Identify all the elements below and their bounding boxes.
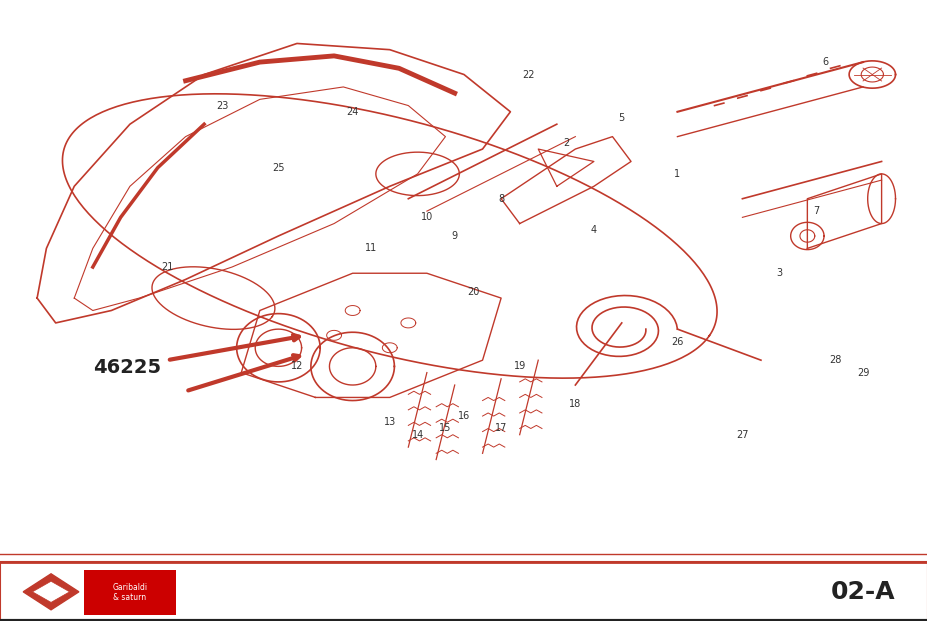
Text: Garibaldi
& saturn: Garibaldi & saturn [112, 582, 147, 602]
Polygon shape [32, 581, 70, 602]
Text: 25: 25 [272, 163, 285, 173]
Text: 15: 15 [438, 424, 451, 433]
Text: 16: 16 [457, 411, 470, 421]
Text: 46225: 46225 [93, 358, 160, 376]
Text: 22: 22 [522, 70, 535, 79]
Text: 2: 2 [563, 138, 568, 148]
Bar [83, 570, 176, 615]
Text: 18: 18 [568, 399, 581, 409]
Text: 20: 20 [466, 287, 479, 297]
Bar [0, 562, 927, 621]
Text: 8: 8 [498, 194, 503, 204]
Text: 10: 10 [420, 212, 433, 222]
Text: 02-A: 02-A [830, 580, 895, 604]
Text: 23: 23 [216, 101, 229, 111]
Text: 28: 28 [828, 355, 841, 365]
Text: 3: 3 [776, 268, 781, 278]
Text: 26: 26 [670, 337, 683, 347]
Text: 13: 13 [383, 417, 396, 427]
Text: 7: 7 [813, 206, 819, 216]
Text: 27: 27 [735, 430, 748, 440]
Text: 12: 12 [290, 361, 303, 371]
Text: 4: 4 [590, 225, 596, 235]
Polygon shape [23, 574, 79, 610]
Text: 5: 5 [618, 113, 624, 123]
Text: 19: 19 [513, 361, 526, 371]
Text: 21: 21 [160, 262, 173, 272]
Text: 17: 17 [494, 424, 507, 433]
Text: 14: 14 [411, 430, 424, 440]
Text: 9: 9 [451, 231, 457, 241]
Text: 29: 29 [856, 368, 869, 378]
Text: 1: 1 [674, 169, 679, 179]
Text: 11: 11 [364, 243, 377, 253]
Text: 24: 24 [346, 107, 359, 117]
Text: 6: 6 [822, 57, 828, 67]
